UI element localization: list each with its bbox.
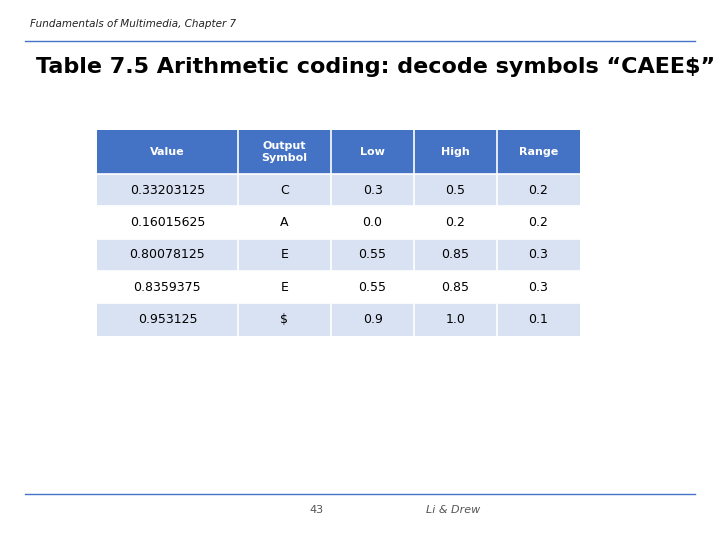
Text: Value: Value bbox=[150, 147, 185, 157]
Text: 0.85: 0.85 bbox=[441, 248, 469, 261]
Text: E: E bbox=[281, 281, 288, 294]
Text: 0.80078125: 0.80078125 bbox=[130, 248, 205, 261]
Text: C: C bbox=[280, 184, 289, 197]
Text: 0.16015625: 0.16015625 bbox=[130, 216, 205, 229]
Text: 0.953125: 0.953125 bbox=[138, 313, 197, 326]
Text: 0.85: 0.85 bbox=[441, 281, 469, 294]
Text: 0.8359375: 0.8359375 bbox=[134, 281, 201, 294]
Text: 43: 43 bbox=[310, 505, 324, 515]
Text: 0.55: 0.55 bbox=[359, 248, 387, 261]
Text: 0.5: 0.5 bbox=[446, 184, 465, 197]
Text: 0.9: 0.9 bbox=[363, 313, 382, 326]
Text: Low: Low bbox=[360, 147, 385, 157]
Text: High: High bbox=[441, 147, 469, 157]
Text: 0.3: 0.3 bbox=[528, 281, 548, 294]
Text: Output
Symbol: Output Symbol bbox=[261, 141, 307, 163]
Text: Range: Range bbox=[518, 147, 558, 157]
Text: Table 7.5 Arithmetic coding: decode symbols “CAEE$”: Table 7.5 Arithmetic coding: decode symb… bbox=[36, 57, 715, 77]
Text: 0.1: 0.1 bbox=[528, 313, 548, 326]
Text: 0.2: 0.2 bbox=[528, 184, 548, 197]
Text: $: $ bbox=[280, 313, 289, 326]
Text: 0.3: 0.3 bbox=[363, 184, 382, 197]
Text: 0.2: 0.2 bbox=[528, 216, 548, 229]
Text: Li & Drew: Li & Drew bbox=[426, 505, 481, 515]
Text: 0.33203125: 0.33203125 bbox=[130, 184, 205, 197]
Text: 0.3: 0.3 bbox=[528, 248, 548, 261]
Text: 0.2: 0.2 bbox=[446, 216, 465, 229]
Text: 0.55: 0.55 bbox=[359, 281, 387, 294]
Text: Fundamentals of Multimedia, Chapter 7: Fundamentals of Multimedia, Chapter 7 bbox=[30, 19, 236, 29]
Text: 0.0: 0.0 bbox=[363, 216, 382, 229]
Text: A: A bbox=[280, 216, 289, 229]
Text: 1.0: 1.0 bbox=[446, 313, 465, 326]
Text: E: E bbox=[281, 248, 288, 261]
